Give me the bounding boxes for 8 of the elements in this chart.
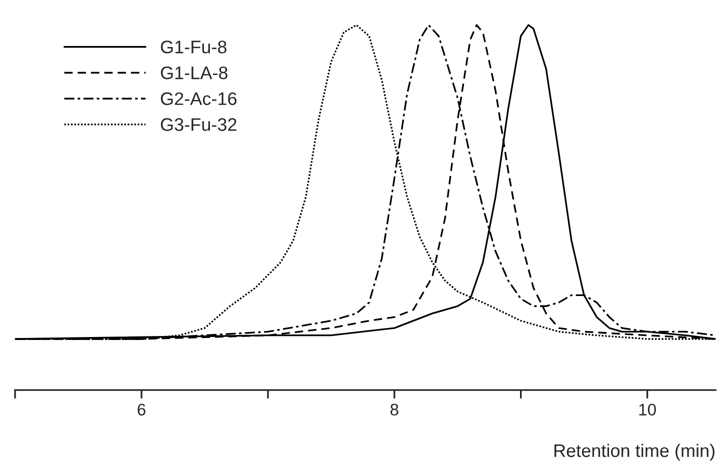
legend-label: G2-Ac-16: [160, 92, 236, 106]
x-tick-label: 8: [390, 404, 398, 416]
legend-label: G1-LA-8: [160, 66, 228, 80]
x-tick-label: 6: [138, 404, 146, 416]
x-tick-label: 10: [639, 404, 656, 416]
x-axis-title: Retention time (min): [554, 444, 714, 461]
legend-label: G3-Fu-32: [160, 118, 236, 131]
legend-label: G1-Fu-8: [160, 40, 226, 54]
